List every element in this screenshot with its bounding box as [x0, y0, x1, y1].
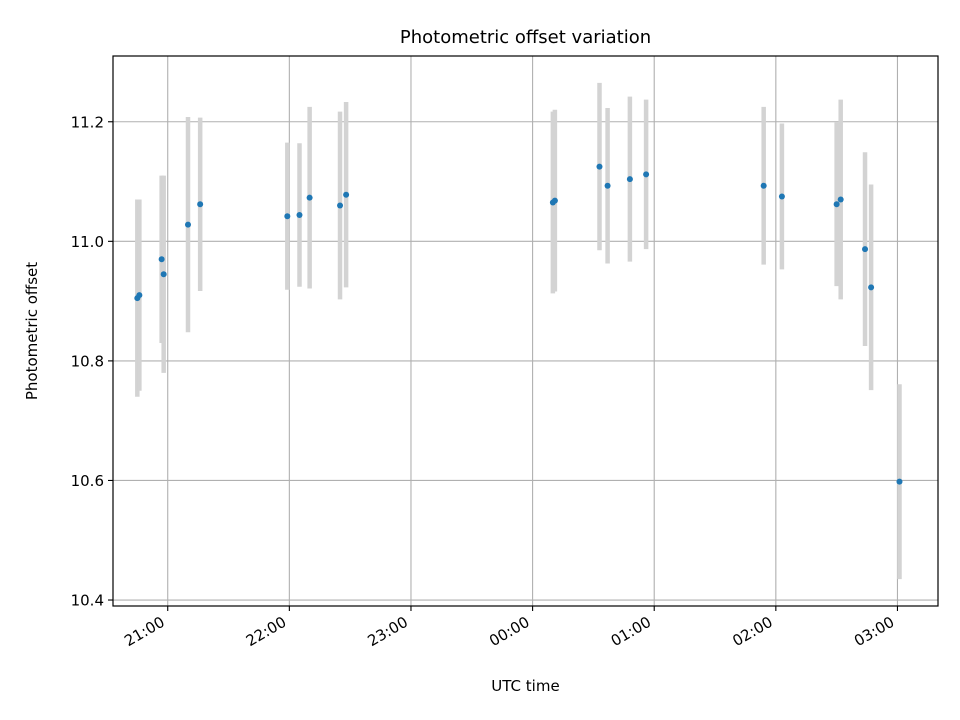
data-point — [185, 221, 191, 228]
chart-title: Photometric offset variation — [400, 27, 651, 48]
y-tick-label: 11.2 — [71, 113, 104, 131]
data-point — [551, 197, 558, 204]
data-point — [604, 182, 611, 189]
data-point — [160, 271, 167, 278]
y-axis-title: Photometric offset — [23, 262, 41, 400]
data-point — [868, 284, 875, 291]
data-point — [833, 201, 840, 208]
data-point — [296, 212, 303, 219]
y-tick-label: 10.8 — [71, 352, 104, 370]
data-point — [197, 201, 204, 208]
data-point — [284, 213, 291, 220]
grid — [113, 56, 938, 606]
data-point — [760, 182, 767, 189]
ticks: 21:00 22:00 23:00 00:00 01:00 02:00 03:00 10.4 1… — [71, 113, 899, 650]
x-tick-label: 22:00 — [243, 613, 289, 650]
data-point — [626, 176, 633, 183]
y-tick-label: 10.6 — [71, 472, 104, 490]
x-tick-label: 02:00 — [729, 613, 775, 650]
data-point — [778, 193, 785, 200]
data-point — [643, 171, 650, 178]
plot-frame — [112, 55, 939, 607]
data-point — [896, 478, 903, 485]
data-point — [158, 256, 165, 263]
y-tick-label: 11.0 — [71, 233, 104, 251]
x-axis-title: UTC time — [491, 677, 559, 695]
data-points — [134, 163, 903, 485]
data-point — [837, 196, 844, 203]
data-point — [596, 163, 603, 170]
x-tick-label: 23:00 — [365, 613, 411, 650]
y-tick-label: 10.4 — [71, 592, 104, 610]
error-bars — [135, 82, 902, 580]
x-tick-label: 21:00 — [121, 613, 167, 650]
x-tick-label: 01:00 — [608, 613, 654, 650]
data-point — [337, 202, 344, 209]
x-tick-label: 03:00 — [851, 613, 897, 650]
data-point — [862, 246, 869, 253]
x-tick-label: 00:00 — [486, 613, 532, 650]
data-point — [306, 194, 313, 201]
data-point — [136, 292, 143, 299]
data-point — [343, 191, 350, 198]
